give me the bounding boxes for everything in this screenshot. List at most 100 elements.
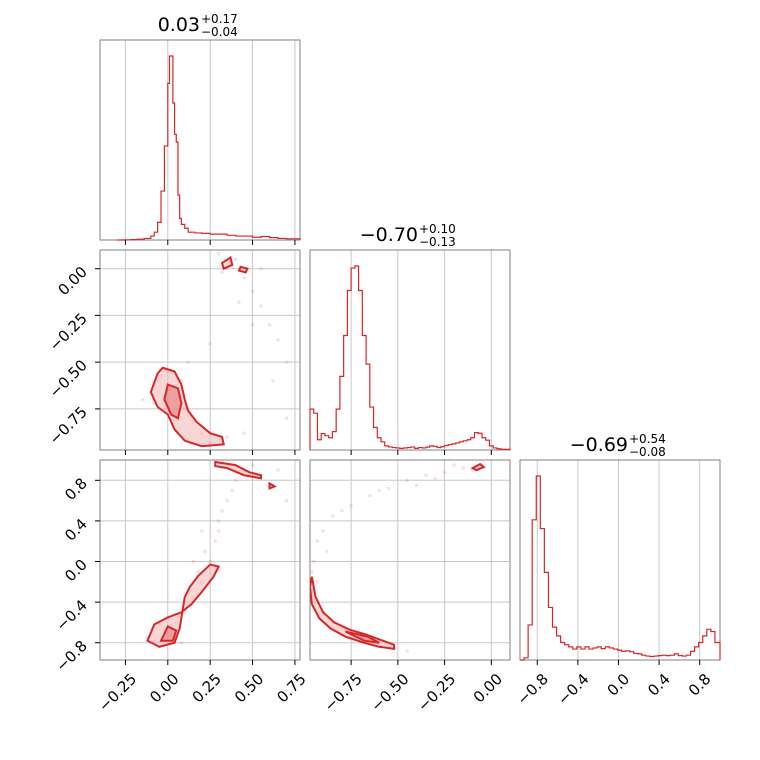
contour-fill-island-2-0-0 xyxy=(215,462,262,479)
scatter-point-1-0-10 xyxy=(220,270,224,275)
panel-1-1 xyxy=(309,249,511,455)
contour-line-island-1-0-0 xyxy=(220,255,234,271)
scatter-point-1-0-28 xyxy=(259,266,263,271)
panel-title-0: 0.03 +0.17 −0.04 xyxy=(158,12,238,39)
scatter-point-2-1-21 xyxy=(339,508,344,513)
scatter-point-2-0-16 xyxy=(179,640,184,645)
contour-line-inner-2-0-0 xyxy=(159,625,178,642)
frame-2-0 xyxy=(99,459,301,661)
scatter-point-2-1-9 xyxy=(311,559,316,564)
scatter-point-2-1-10 xyxy=(315,539,320,544)
scatter-point-2-1-11 xyxy=(321,529,325,533)
panel-0-0 xyxy=(99,39,301,245)
scatter-point-1-0-25 xyxy=(140,397,145,402)
scatter-point-2-0-19 xyxy=(220,508,224,513)
scatter-point-1-0-19 xyxy=(237,300,241,305)
scatter-point-2-0-9 xyxy=(233,478,238,483)
scatter-point-2-1-14 xyxy=(368,493,372,498)
title-1-plus: +0.10 xyxy=(419,222,456,236)
scatter-point-2-0-21 xyxy=(276,468,280,472)
xtick-label-1-2: −0.25 xyxy=(414,670,459,715)
panel-title-1: −0.70 +0.10 −0.13 xyxy=(360,222,456,249)
xtick-label-0-2: 0.25 xyxy=(189,670,225,706)
ytick-label-1-1: −0.50 xyxy=(46,356,91,401)
scatter-point-2-1-8 xyxy=(405,649,409,653)
scatter-point-2-0-26 xyxy=(230,488,235,493)
ytick-label-2-2: 0.0 xyxy=(61,556,91,586)
scatter-point-1-0-16 xyxy=(276,337,280,342)
scatter-point-2-1-16 xyxy=(405,478,409,483)
contour-fill-outer-2-0-0 xyxy=(147,564,219,647)
contour-line-inner-1-0-0 xyxy=(163,383,183,420)
scatter-point-2-1-18 xyxy=(442,470,447,474)
scatter-point-2-0-17 xyxy=(196,569,201,574)
scatter-point-2-0-25 xyxy=(216,529,221,533)
scatter-point-1-0-22 xyxy=(284,416,289,421)
ytick-label-1-3: 0.00 xyxy=(54,263,90,299)
xtick-label-2-0: −0.8 xyxy=(514,670,552,708)
scatter-point-1-0-27 xyxy=(208,341,212,346)
contour-line-island-2-1-0 xyxy=(470,462,486,472)
scatter-point-1-0-23 xyxy=(225,435,229,439)
panel-content-2-1 xyxy=(310,462,486,653)
contour-line-outer-1-0-0 xyxy=(149,366,225,448)
scatter-point-2-0-6 xyxy=(213,539,218,544)
xtick-label-0-3: 0.50 xyxy=(231,670,267,706)
frame-1-0 xyxy=(99,249,301,451)
title-0-minus: −0.04 xyxy=(201,25,238,39)
title-1-minus: −0.13 xyxy=(419,235,456,249)
frame-0-0 xyxy=(99,39,301,241)
scatter-point-1-0-14 xyxy=(259,304,263,308)
contour-line-outer-2-0-0 xyxy=(146,563,221,648)
scatter-point-2-0-18 xyxy=(203,549,207,554)
scatter-point-1-0-24 xyxy=(242,431,246,435)
scatter-point-1-0-13 xyxy=(250,289,255,293)
scatter-point-2-1-15 xyxy=(386,486,391,491)
xtick-label-0-4: 0.75 xyxy=(273,670,309,706)
title-0-plus: +0.17 xyxy=(201,12,238,26)
scatter-point-1-0-29 xyxy=(233,257,238,262)
scatter-point-1-0-20 xyxy=(250,322,255,327)
scatter-point-2-1-23 xyxy=(433,476,438,481)
frame-2-2 xyxy=(519,459,721,661)
contour-fill-inner-2-0-0 xyxy=(161,626,177,641)
histogram-0 xyxy=(116,55,301,241)
scatter-point-2-1-29 xyxy=(414,483,419,488)
scatter-point-2-1-19 xyxy=(461,466,466,470)
contour-fill-inner-1-0-0 xyxy=(164,384,182,419)
ytick-label-2-1: −0.4 xyxy=(52,596,90,634)
frame-1-1 xyxy=(309,249,511,451)
scatter-point-2-1-25 xyxy=(315,580,320,584)
xtick-label-2-4: 0.8 xyxy=(685,670,715,700)
contour-line-island-1-0-1 xyxy=(237,265,249,274)
panel-2-0 xyxy=(95,459,301,665)
scatter-point-1-0-15 xyxy=(267,322,272,327)
title-2-value: −0.69 xyxy=(570,434,628,456)
scatter-point-1-0-26 xyxy=(186,360,190,364)
contour-line-island-2-0-0 xyxy=(214,460,263,480)
histogram-2 xyxy=(520,475,721,661)
ytick-label-2-4: 0.8 xyxy=(61,474,91,504)
scatter-point-2-0-20 xyxy=(250,463,255,467)
xtick-label-2-1: −0.4 xyxy=(554,670,592,708)
histogram-1 xyxy=(309,265,511,450)
panel-content-2-0 xyxy=(145,460,289,648)
ytick-label-1-0: −0.75 xyxy=(46,403,91,448)
title-0-value: 0.03 xyxy=(158,14,200,36)
contour-line-outer-2-1-0 xyxy=(310,576,396,650)
contour-line-island-2-0-1 xyxy=(268,481,277,490)
scatter-point-2-0-13 xyxy=(284,498,289,503)
xtick-label-2-2: 0.0 xyxy=(604,670,634,700)
scatter-point-1-0-21 xyxy=(271,379,275,383)
title-1-value: −0.70 xyxy=(360,224,418,246)
scatter-point-2-0-28 xyxy=(191,559,196,564)
scatter-point-2-1-26 xyxy=(310,569,314,574)
xtick-label-1-0: −0.75 xyxy=(321,670,366,715)
scatter-point-1-0-18 xyxy=(216,251,221,256)
ytick-label-1-2: −0.25 xyxy=(46,310,91,355)
title-2-minus: −0.08 xyxy=(629,445,666,459)
xtick-label-0-0: −0.25 xyxy=(95,670,140,715)
ytick-label-2-3: 0.4 xyxy=(61,515,91,545)
scatter-point-2-0-5 xyxy=(208,559,212,564)
